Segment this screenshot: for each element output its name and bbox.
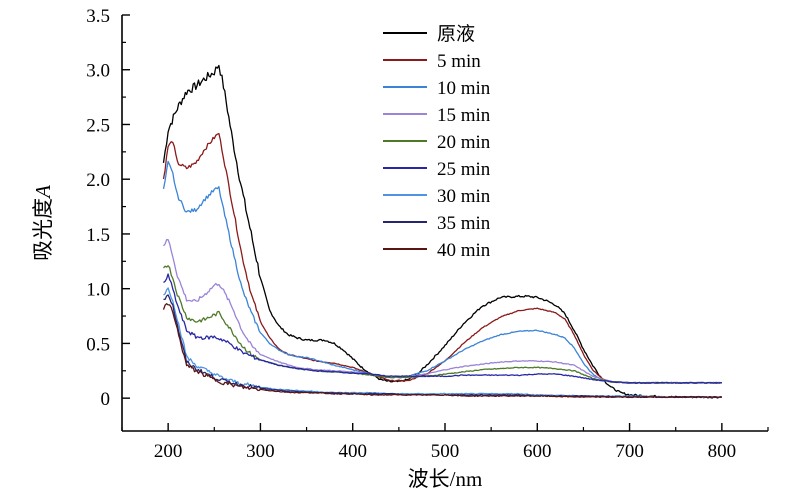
legend-label-5: 20 min: [437, 132, 491, 153]
y-tick-label: 0: [101, 389, 111, 410]
series-line-5: [163, 265, 722, 384]
legend-label-8: 35 min: [437, 213, 491, 234]
axes-layer: 200 300 400 500 600 700 800 0 0.5 1.0 1.5 2.0 2.5 3.0…: [86, 6, 769, 462]
series-line-6: [163, 273, 722, 384]
y-tick-label: 1.0: [86, 280, 110, 301]
legend-label-7: 30 min: [437, 186, 491, 207]
legend: 原液 5 min 10 min 15 min 20 min 25 min 30 min 35 …: [383, 23, 491, 261]
x-tick-label: 400: [338, 441, 367, 462]
series-line-1: [162, 64, 722, 399]
x-tick-label: 600: [523, 441, 552, 462]
x-tick-label: 200: [154, 441, 183, 462]
x-axis-title: 波长/nm: [408, 467, 483, 491]
y-tick-label: 2.0: [86, 170, 110, 191]
x-tick-label: 300: [246, 441, 275, 462]
y-axis-title-text: 吸光度: [31, 198, 55, 261]
y-axis-title-symbol: A: [31, 185, 55, 200]
series-line-7: [163, 287, 723, 399]
series-line-9: [162, 303, 723, 399]
legend-label-4: 15 min: [437, 105, 491, 126]
legend-label-9: 40 min: [437, 240, 491, 261]
legend-label-6: 25 min: [437, 159, 491, 180]
x-tick-label: 500: [431, 441, 460, 462]
y-tick-label: 0.5: [86, 334, 110, 355]
legend-label-3: 10 min: [437, 78, 491, 99]
x-tick-label: 700: [615, 441, 644, 462]
series-layer: [162, 64, 723, 399]
y-tick-label: 3.5: [86, 6, 110, 27]
x-tick-label: 800: [708, 441, 737, 462]
y-axis-title: 吸光度A: [31, 185, 55, 261]
legend-label-2: 5 min: [437, 51, 481, 72]
y-tick-label: 3.0: [86, 61, 110, 82]
legend-label-1: 原液: [437, 23, 475, 45]
y-tick-label: 1.5: [86, 225, 110, 246]
y-tick-label: 2.5: [86, 115, 110, 136]
